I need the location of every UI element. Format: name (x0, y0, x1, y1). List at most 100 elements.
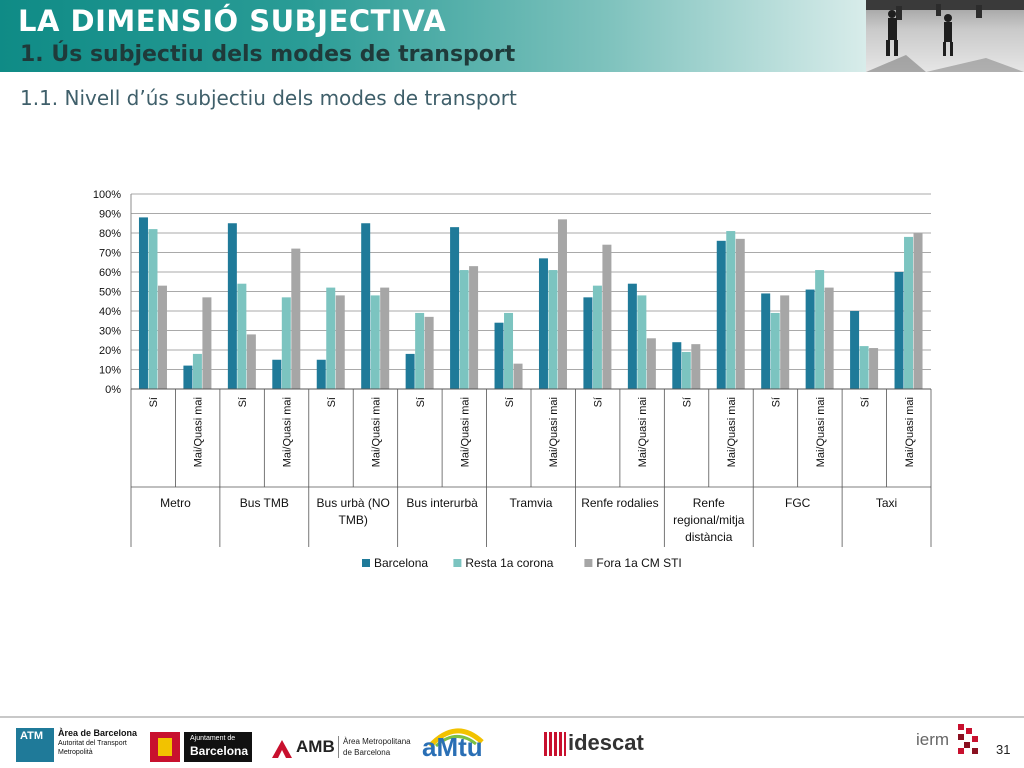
x-tick-label: Mai/Quasi mai (370, 397, 382, 467)
bar (681, 351, 691, 389)
x-tick-label: Mai/Quasi mai (282, 397, 294, 467)
amb-logo: AMB Àrea Metropolitana de Barcelona (272, 734, 411, 760)
bar (646, 338, 656, 389)
bar (904, 236, 914, 389)
idescat-logo-text: idescat (568, 730, 644, 755)
group-label: Metro (160, 496, 191, 510)
x-tick-label: Sí (859, 397, 871, 407)
bar (513, 363, 523, 389)
bar (380, 287, 390, 389)
y-tick-label: 20% (99, 345, 121, 357)
atm-logo-text: ATM (20, 730, 44, 742)
header-photo (866, 0, 1024, 72)
bar (291, 248, 301, 389)
bar (761, 293, 771, 389)
ierm-pixel-icon (958, 724, 978, 754)
bar (637, 295, 647, 389)
bar (602, 244, 612, 389)
amb-mark-icon (272, 740, 292, 758)
group-label: Bus TMB (240, 496, 289, 510)
y-tick-label: 30% (99, 326, 121, 338)
bar (716, 240, 726, 389)
bar (459, 270, 469, 389)
amtu-arc-icon (428, 728, 484, 748)
x-tick-label: Mai/Quasi mai (193, 397, 205, 467)
bar (627, 283, 637, 389)
legend-swatch (584, 559, 593, 567)
bar (326, 287, 336, 389)
bar (424, 316, 434, 389)
bar (805, 289, 815, 389)
bar (316, 359, 326, 389)
x-tick-label: Mai/Quasi mai (548, 397, 560, 467)
bar (202, 297, 212, 389)
bar (824, 287, 834, 389)
atm-logo-line1: Àrea de Barcelona (58, 728, 138, 738)
bar (780, 295, 790, 389)
amb-logo-line1: Àrea Metropolitana (343, 737, 411, 746)
y-tick-label: 60% (99, 267, 121, 279)
bar (183, 365, 193, 389)
bar (592, 285, 602, 389)
x-tick-label: Sí (237, 397, 249, 407)
bar (538, 258, 548, 389)
atm-logo-line3: Metropolità (58, 749, 93, 756)
bar (281, 297, 291, 389)
amb-logo-text: AMB (296, 737, 335, 756)
x-tick-label: Sí (326, 397, 338, 407)
bar (583, 297, 593, 389)
x-tick-label: Sí (682, 397, 694, 407)
ierm-logo: ierm (914, 722, 984, 758)
bar (691, 344, 701, 389)
legend-label: Fora 1a CM STI (596, 556, 681, 570)
bar (504, 312, 514, 389)
atm-logo-line2: Autoritat del Transport (58, 740, 127, 747)
bar (770, 312, 780, 389)
bar (157, 285, 167, 389)
y-tick-label: 10% (99, 365, 121, 377)
bar (138, 217, 148, 389)
group-label: Renfe regional/mitja distància (673, 496, 745, 544)
x-tick-label: Sí (504, 397, 516, 407)
bar-chart: 0% 10% 20% 30% 40% 50% 60% 70% 80% 90% 100% Sí Mai/Q… (93, 189, 932, 570)
y-tick-label: 40% (99, 306, 121, 318)
page-subtitle: 1. Ús subjectiu dels modes de transport (20, 42, 516, 67)
group-label: Bus interurbà (406, 496, 478, 510)
group-label: Renfe rodalies (581, 496, 658, 510)
bar (192, 353, 202, 389)
x-tick-label: Sí (148, 397, 160, 407)
bar (735, 238, 745, 389)
group-label: FGC (785, 496, 811, 510)
legend-label: Barcelona (374, 556, 428, 570)
footer-divider (0, 716, 1024, 718)
bar (850, 311, 860, 389)
page-title: LA DIMENSIÓ SUBJECTIVA (18, 4, 447, 38)
ajuntament-logo-small: Ajuntament de (190, 735, 236, 742)
bar (494, 322, 504, 389)
x-tick-label: Mai/Quasi mai (815, 397, 827, 467)
bar (361, 223, 371, 389)
x-tick-label: Sí (415, 397, 427, 407)
group-label: Bus urbà (NO TMB) (317, 496, 390, 527)
bar (227, 223, 237, 389)
bar (557, 219, 567, 389)
bar (415, 312, 425, 389)
legend-swatch (362, 559, 370, 567)
section-title: 1.1. Nivell d’ús subjectiu dels modes de… (20, 86, 517, 110)
y-tick-label: 50% (99, 287, 121, 299)
bar (405, 353, 415, 389)
bar (672, 342, 682, 389)
amtu-logo-text: aMtu (422, 732, 483, 762)
legend-swatch (453, 559, 462, 567)
idescat-logo: idescat (544, 730, 654, 760)
bar (450, 227, 460, 389)
bar (913, 233, 923, 389)
x-tick-label: Mai/Quasi mai (904, 397, 916, 467)
x-tick-label: Mai/Quasi mai (459, 397, 471, 467)
legend-label: Resta 1a corona (465, 556, 553, 570)
page-number: 31 (996, 742, 1011, 757)
header-banner: LA DIMENSIÓ SUBJECTIVA 1. Ús subjectiu d… (0, 0, 866, 72)
bar (272, 359, 282, 389)
atm-logo: ATM Àrea de Barcelona Autoritat del Tran… (16, 728, 137, 762)
x-tick-label: Sí (593, 397, 605, 407)
